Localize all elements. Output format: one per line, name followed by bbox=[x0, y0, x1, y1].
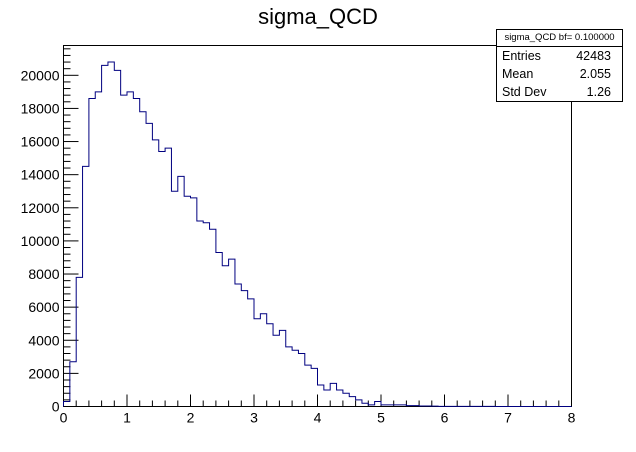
y-tick-label: 10000 bbox=[21, 233, 60, 249]
x-axis-tick-labels: 0 1 2 3 4 5 6 7 8 bbox=[60, 410, 576, 426]
x-tick-label: 1 bbox=[123, 410, 131, 426]
stats-value: 1.26 bbox=[586, 85, 611, 99]
x-tick-label: 7 bbox=[504, 410, 512, 426]
x-tick-label: 0 bbox=[60, 410, 68, 426]
histogram-outline bbox=[63, 61, 572, 407]
stats-label: Std Dev bbox=[502, 85, 547, 99]
x-tick-label: 6 bbox=[441, 410, 449, 426]
stats-value: 2.055 bbox=[579, 67, 611, 81]
y-tick-label: 6000 bbox=[28, 299, 59, 315]
y-tick-label: 0 bbox=[52, 399, 60, 415]
x-tick-label: 4 bbox=[314, 410, 322, 426]
x-tick-label: 8 bbox=[568, 410, 576, 426]
y-tick-label: 12000 bbox=[21, 200, 60, 216]
y-tick-label: 20000 bbox=[21, 67, 60, 83]
y-tick-label: 16000 bbox=[21, 134, 60, 150]
stats-row-mean: Mean 2.055 bbox=[497, 65, 622, 83]
axis-ticks bbox=[63, 48, 572, 407]
x-tick-label: 2 bbox=[187, 410, 195, 426]
x-tick-label: 5 bbox=[377, 410, 385, 426]
y-axis-tick-labels: 0 2000 4000 6000 8000 10000 12000 14000 16000 180… bbox=[21, 67, 60, 414]
stats-value: 42483 bbox=[576, 49, 611, 63]
stats-box-title: sigma_QCD bf= 0.100000 bbox=[497, 30, 622, 47]
stats-label: Mean bbox=[502, 67, 534, 81]
stats-row-std-dev: Std Dev 1.26 bbox=[497, 83, 622, 101]
y-tick-label: 2000 bbox=[28, 365, 59, 381]
y-tick-label: 8000 bbox=[28, 266, 59, 282]
y-tick-label: 18000 bbox=[21, 100, 60, 116]
y-tick-label: 4000 bbox=[28, 332, 59, 348]
stats-box: sigma_QCD bf= 0.100000 Entries 42483 Mea… bbox=[496, 29, 623, 102]
chart-title: sigma_QCD bbox=[258, 4, 378, 29]
y-tick-label: 14000 bbox=[21, 167, 60, 183]
stats-label: Entries bbox=[502, 49, 541, 63]
x-tick-label: 3 bbox=[250, 410, 258, 426]
stats-row-entries: Entries 42483 bbox=[497, 47, 622, 65]
